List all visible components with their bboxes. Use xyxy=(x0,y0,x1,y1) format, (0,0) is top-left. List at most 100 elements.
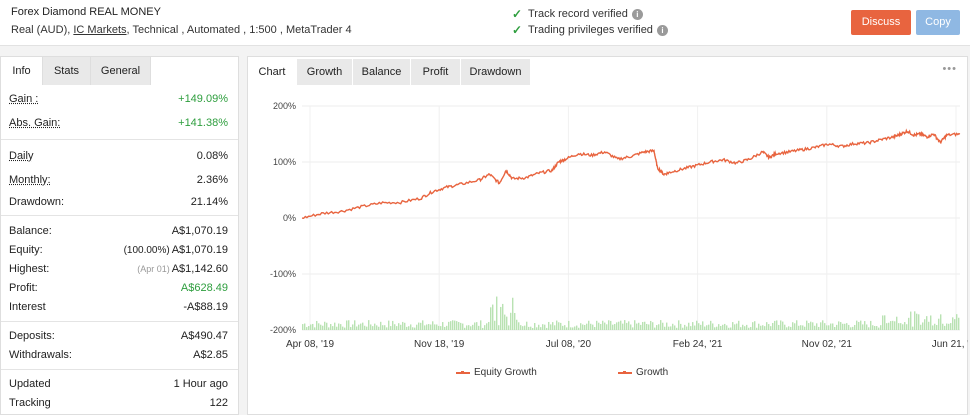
volume-bar xyxy=(748,327,750,330)
volume-bar xyxy=(678,320,680,330)
volume-bar xyxy=(478,325,480,330)
broker-link[interactable]: IC Markets xyxy=(73,24,127,36)
volume-bar xyxy=(810,321,812,330)
volume-bar xyxy=(958,317,960,330)
volume-bar xyxy=(662,322,664,330)
volume-bar xyxy=(430,324,432,330)
volume-bar xyxy=(824,323,826,330)
tab-growth[interactable]: Growth xyxy=(297,59,353,85)
tab-stats[interactable]: Stats xyxy=(43,57,91,85)
volume-bar xyxy=(360,323,362,330)
volume-bar xyxy=(860,320,862,330)
tab-chart[interactable]: Chart xyxy=(248,59,297,85)
volume-bar xyxy=(830,323,832,330)
volume-bar xyxy=(338,323,340,330)
legend-equity-growth[interactable]: Equity Growth xyxy=(456,367,537,378)
volume-bar xyxy=(572,327,574,330)
volume-bar xyxy=(594,327,596,330)
volume-bar xyxy=(826,325,828,330)
volume-bar xyxy=(508,325,510,330)
volume-bar xyxy=(534,323,536,330)
volume-bar xyxy=(688,322,690,330)
volume-bar xyxy=(668,326,670,330)
volume-bar xyxy=(574,326,576,330)
stat-label[interactable]: Daily xyxy=(9,150,34,162)
volume-bar xyxy=(750,326,752,330)
volume-bar xyxy=(306,327,308,330)
volume-bar xyxy=(896,316,898,330)
volume-bar xyxy=(956,314,958,330)
volume-bar xyxy=(864,321,866,330)
volume-bar xyxy=(890,321,892,330)
volume-bar xyxy=(600,324,602,330)
volume-bar xyxy=(308,326,310,330)
volume-bar xyxy=(500,306,502,330)
stat-profit: Profit: A$628.49 xyxy=(9,280,228,296)
stat-withdrawals: Withdrawals: A$2.85 xyxy=(9,347,228,363)
stat-label[interactable]: Gain : xyxy=(9,93,39,105)
stat-value: A$628.49 xyxy=(180,282,228,294)
volume-bar xyxy=(340,324,342,330)
volume-bar xyxy=(504,314,506,330)
volume-bar xyxy=(906,324,908,330)
volume-bar xyxy=(692,322,694,330)
volume-bar xyxy=(676,327,678,330)
volume-bar xyxy=(438,325,440,330)
stat-label: Interest xyxy=(9,301,46,313)
volume-bar xyxy=(426,324,428,330)
tab-balance[interactable]: Balance xyxy=(353,59,411,85)
volume-bar xyxy=(720,325,722,330)
tab-drawdown[interactable]: Drawdown xyxy=(461,59,531,85)
stat-daily: Daily 0.08% xyxy=(9,148,228,164)
volume-bar xyxy=(396,326,398,330)
volume-bar xyxy=(462,323,464,330)
volume-bar xyxy=(542,324,544,330)
volume-bar xyxy=(404,322,406,330)
trading-privileges-verified: ✓ Trading privileges verified i xyxy=(512,23,668,37)
volume-bar xyxy=(954,319,956,330)
equity-percent: (100.00%) xyxy=(123,245,170,256)
x-tick-label: Apr 08, '19 xyxy=(286,339,334,350)
tab-general[interactable]: General xyxy=(91,57,151,85)
checkmark-icon: ✓ xyxy=(512,23,523,37)
volume-bar xyxy=(330,324,332,330)
legend-growth[interactable]: Growth xyxy=(618,367,668,378)
volume-bar xyxy=(730,327,732,330)
discuss-button[interactable]: Discuss xyxy=(851,10,911,35)
volume-bar xyxy=(854,324,856,330)
volume-bar xyxy=(456,321,458,330)
tab-profit[interactable]: Profit xyxy=(411,59,461,85)
info-icon[interactable]: i xyxy=(631,8,643,20)
info-icon[interactable]: i xyxy=(656,24,668,36)
more-options-icon[interactable]: ••• xyxy=(942,63,957,75)
volume-bar xyxy=(386,327,388,330)
volume-bar xyxy=(738,320,740,330)
volume-bar xyxy=(632,327,634,330)
growth-chart: 200% 100% 0% -100% -200% Apr 08, '19 Nov 18, … xyxy=(270,101,968,350)
stat-label[interactable]: Abs. Gain: xyxy=(9,117,61,129)
volume-bar xyxy=(406,326,408,330)
volume-bar xyxy=(512,297,514,330)
stat-label: Deposits: xyxy=(9,330,55,342)
volume-bar xyxy=(374,323,376,330)
volume-bar xyxy=(700,324,702,330)
volume-bar xyxy=(642,321,644,330)
copy-button[interactable]: Copy xyxy=(916,10,960,35)
volume-bar xyxy=(888,322,890,330)
volume-bar xyxy=(914,311,916,330)
stat-label[interactable]: Monthly: xyxy=(9,174,51,186)
volume-bar xyxy=(734,324,736,330)
volume-bar xyxy=(926,316,928,330)
volume-bar xyxy=(474,322,476,330)
volume-bar xyxy=(746,324,748,330)
volume-bar xyxy=(336,326,338,330)
volume-bar xyxy=(640,324,642,330)
tab-info[interactable]: Info xyxy=(1,57,43,85)
volume-bar xyxy=(648,324,650,330)
volume-bar xyxy=(838,321,840,330)
volume-bar xyxy=(684,324,686,330)
volume-bar xyxy=(762,325,764,330)
volume-bar xyxy=(608,320,610,330)
volume-bar xyxy=(882,315,884,330)
volume-bar xyxy=(622,323,624,330)
